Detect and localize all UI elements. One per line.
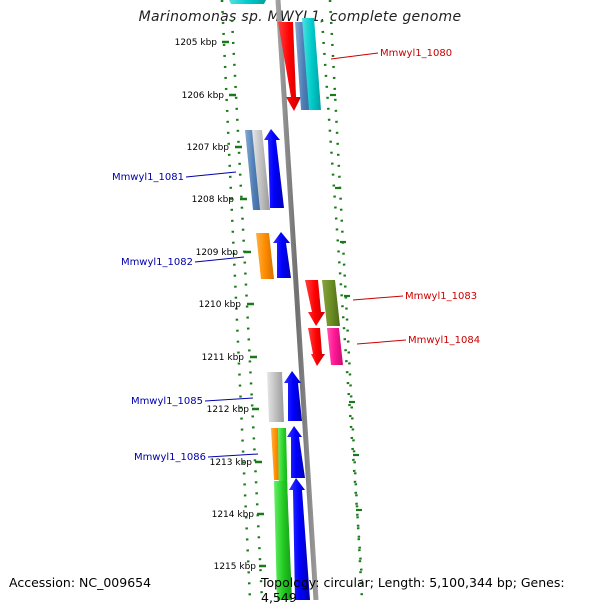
tick-label: 1214 kbp [212,510,255,520]
leader-line-1082 [194,256,245,263]
tick-label: 1206 kbp [182,91,225,101]
gene-label-1080[interactable]: Mmwyl1_1080 [380,48,452,59]
tick-label: 1213 kbp [210,458,253,468]
accession-text: Accession: NC_009654 [9,575,152,590]
gene-blue-forward[interactable] [287,426,305,478]
gene-steel-forward[interactable] [245,130,262,210]
tick-label: 1208 kbp [192,195,235,205]
tick-label: 1210 kbp [199,300,242,310]
gene-green-forward[interactable] [274,481,292,600]
gene-steel-reverse[interactable] [295,22,311,110]
gene-label-1081[interactable]: Mmwyl1_1081 [112,172,184,183]
gene-olive-reverse[interactable] [322,280,340,326]
leader-line-1081 [185,171,237,178]
leader-line-1080 [330,52,379,60]
frame-dotted-lines [220,0,364,600]
gene-gray-forward[interactable] [267,372,284,422]
leader-line-1084 [356,339,407,345]
tick-label: 1212 kbp [207,405,250,415]
gene-blue-forward[interactable] [273,232,291,278]
gene-label-leaders [185,52,407,458]
leader-line-1086 [207,453,259,458]
leader-line-1085 [204,397,254,402]
gene-red-reverse[interactable] [305,280,325,326]
map-title: Marinomonas sp. MWYL1, complete genome [138,9,462,25]
gene-cyan-top[interactable] [229,0,266,4]
gene-pink-reverse[interactable] [327,328,343,365]
reverse-strand-genes [229,0,343,366]
frame-dashes [330,93,362,512]
tick-label: 1209 kbp [196,248,239,258]
tick-label: 1207 kbp [187,143,230,153]
leader-line-1083 [352,295,404,301]
gene-label-1082[interactable]: Mmwyl1_1082 [121,257,193,268]
gene-blue-forward[interactable] [289,478,310,600]
frame-line-inner-right [320,19,364,581]
genome-backbone [275,0,319,600]
gene-label-1085[interactable]: Mmwyl1_1085 [131,396,203,407]
gene-red-reverse[interactable] [278,22,301,111]
gene-labels: Mmwyl1_1080 Mmwyl1_1081 Mmwyl1_1082 Mmwy… [112,48,480,463]
gene-blue-forward[interactable] [264,129,284,208]
gene-blue-forward[interactable] [284,371,302,421]
tick-label: 1205 kbp [175,38,218,48]
gene-label-1084[interactable]: Mmwyl1_1084 [408,335,480,346]
tick-labels: 1205 kbp 1206 kbp 1207 kbp 1208 kbp 1209… [175,38,257,572]
gene-orange-forward[interactable] [256,233,274,279]
gene-gray-forward[interactable] [252,130,270,210]
gene-label-1086[interactable]: Mmwyl1_1086 [134,452,206,463]
tick-label: 1211 kbp [202,353,245,363]
tick-marks [222,40,266,568]
topology-text: Topology: circular; Length: 5,100,344 bp… [261,575,565,605]
tick-label: 1215 kbp [214,562,257,572]
gene-red-reverse[interactable] [308,328,325,366]
gene-cyan-reverse[interactable] [302,18,321,110]
forward-strand-genes [245,129,310,600]
gene-label-1083[interactable]: Mmwyl1_1083 [405,291,477,302]
